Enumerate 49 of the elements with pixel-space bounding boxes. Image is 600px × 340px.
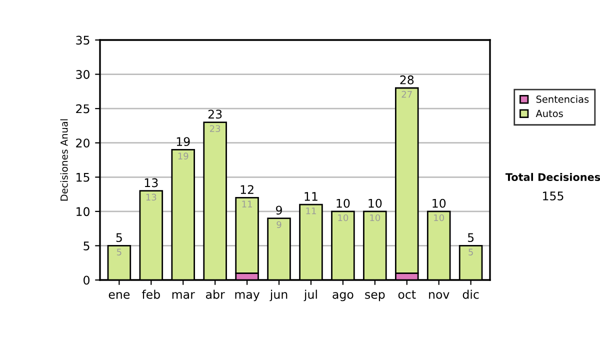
- data-label: 9: [276, 221, 282, 228]
- data-label: 10: [434, 214, 444, 222]
- y-axis-title: Decisiones Anual: [60, 119, 68, 201]
- x-tick-label: sep: [365, 292, 385, 302]
- x-tick-label: abr: [206, 290, 225, 299]
- y-tick-label: 0: [84, 276, 90, 285]
- data-label: 19: [178, 152, 188, 160]
- data-label: 5: [468, 248, 473, 256]
- y-tick-label: 20: [76, 138, 90, 148]
- total-label: 28: [400, 75, 414, 84]
- x-tick-label: mar: [172, 292, 195, 299]
- total-label: 13: [144, 178, 158, 188]
- x-tick-label: dic: [462, 290, 479, 299]
- x-tick-label: ene: [108, 292, 130, 299]
- x-tick-label: ago: [332, 292, 354, 302]
- data-label: 13: [146, 194, 156, 201]
- x-tick-label: feb: [142, 290, 160, 299]
- total-label: 11: [304, 192, 318, 201]
- total-label: 9: [276, 206, 282, 215]
- x-tick-label: oct: [398, 290, 416, 299]
- y-tick-label: 30: [76, 70, 90, 79]
- data-label: 23: [210, 125, 220, 132]
- y-tick-label: 35: [76, 36, 90, 45]
- total-label: 19: [176, 137, 190, 146]
- data-label: 27: [402, 90, 412, 98]
- total-label: 5: [116, 233, 122, 242]
- data-label: 5: [117, 248, 122, 256]
- y-tick-label: 10: [76, 207, 90, 216]
- x-tick-label: may: [235, 292, 260, 302]
- total-label: 10: [368, 198, 382, 208]
- y-tick-label: 15: [76, 173, 90, 182]
- total-label: 12: [240, 185, 254, 194]
- y-tick-label: 25: [76, 104, 90, 114]
- data-label: 11: [306, 208, 316, 214]
- legend-label: Sentencias: [536, 95, 589, 103]
- text: Total Decisiones: [505, 172, 600, 182]
- total-label: 23: [208, 110, 222, 119]
- total-label: 10: [336, 198, 350, 208]
- y-tick-label: 5: [84, 242, 90, 250]
- data-label: 11: [242, 200, 252, 208]
- text: 155: [543, 192, 564, 200]
- total-label: 10: [432, 198, 446, 208]
- total-label: 5: [468, 233, 474, 242]
- x-tick-label: nov: [429, 292, 450, 299]
- data-label: 10: [370, 214, 380, 222]
- x-tick-label: jun: [270, 290, 288, 302]
- data-label: 10: [338, 214, 348, 222]
- x-tick-label: jul: [304, 290, 317, 302]
- legend-label: Autos: [536, 110, 563, 118]
